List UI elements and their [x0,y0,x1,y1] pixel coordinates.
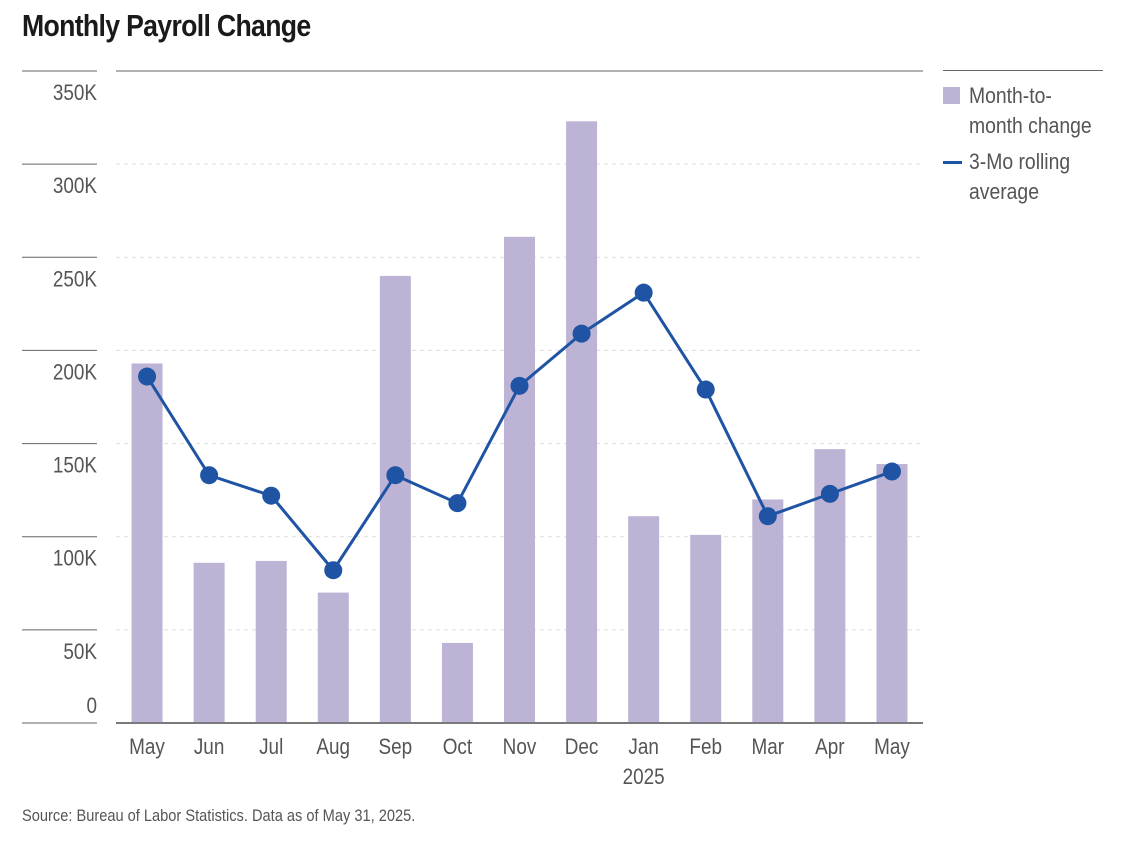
chart-title: Monthly Payroll Change [22,8,311,43]
line-point[interactable] [696,380,715,399]
line-point[interactable] [448,494,467,513]
x-tick-label: Jun [194,735,224,760]
bar[interactable] [628,516,660,723]
x-tick-label: Jan [628,735,658,760]
line-point[interactable] [200,466,219,485]
x-tick-label: Apr [815,735,845,760]
bar[interactable] [255,560,287,723]
legend-item-line[interactable]: 3-Mo rolling average [943,147,1103,207]
bar[interactable] [876,464,908,723]
line-point[interactable] [758,507,777,526]
legend-label: month change [969,113,1092,138]
line-swatch-icon [943,161,962,164]
y-tick-label: 50K [63,640,97,665]
y-tick-label: 200K [53,360,97,385]
bar[interactable] [317,592,349,723]
source-note: Source: Bureau of Labor Statistics. Data… [22,806,416,825]
y-tick-label: 300K [53,174,97,199]
bar[interactable] [504,236,535,723]
bar[interactable] [441,642,473,723]
line-point[interactable] [882,462,901,481]
y-tick-label: 0 [86,694,97,719]
x-tick-label: Feb [689,735,722,760]
line-point[interactable] [510,376,529,395]
x-tick-label: May [874,735,910,760]
x-tick-label: Aug [316,735,350,760]
line-point[interactable] [820,484,839,503]
line-point[interactable] [324,561,343,580]
bar[interactable] [690,534,722,723]
legend-label: average [969,179,1039,204]
line-point[interactable] [634,283,653,302]
y-tick-label: 100K [53,546,97,571]
line-point[interactable] [138,367,157,386]
x-tick-label: Jul [259,735,283,760]
legend-item-bar[interactable]: Month-to- month change [943,81,1103,141]
bar[interactable] [752,499,784,723]
bar[interactable] [193,562,225,723]
x-tick-label: May [129,735,165,760]
y-tick-label: 350K [53,81,97,106]
bar[interactable] [131,363,163,723]
y-tick-label: 250K [53,267,97,292]
x-tick-label: Oct [443,735,473,760]
x-tick-sublabel: 2025 [623,765,665,790]
bar-swatch-icon [943,87,960,104]
legend-label: 3-Mo rolling [969,149,1071,174]
line-point[interactable] [572,324,591,343]
line-point[interactable] [262,486,281,505]
bar[interactable] [379,275,411,723]
chart-area: 0 50K 100K 150K 200K 250K 300K 350K May Jun Jul Au… [22,70,923,790]
x-tick-label: Nov [503,735,537,760]
line-point[interactable] [386,466,405,485]
x-tick-label: Mar [752,735,785,760]
bar[interactable] [566,121,598,724]
x-tick-label: Sep [379,735,413,760]
y-tick-label: 150K [53,453,97,478]
x-tick-label: Dec [565,735,599,760]
legend: Month-to- month change 3-Mo rolling aver… [943,70,1103,213]
legend-label: Month-to- [969,83,1052,108]
